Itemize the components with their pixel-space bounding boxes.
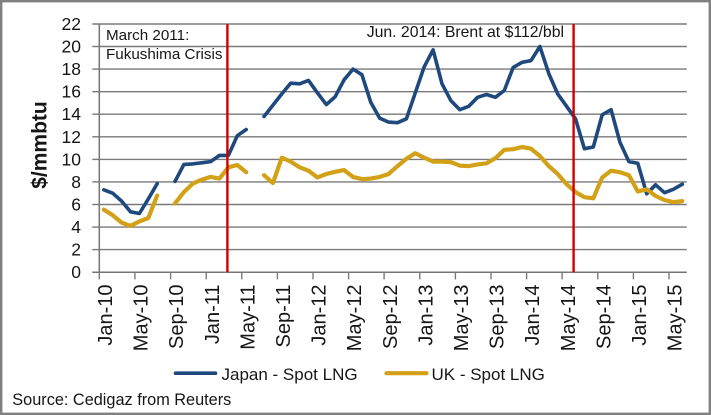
svg-text:Jan-11: Jan-11 — [202, 285, 224, 345]
svg-text:Fukushima Crisis: Fukushima Crisis — [106, 46, 223, 63]
svg-text:12: 12 — [62, 127, 81, 147]
svg-text:Jan-13: Jan-13 — [415, 285, 437, 346]
svg-text:Sep-13: Sep-13 — [487, 285, 509, 350]
svg-text:Jan-14: Jan-14 — [522, 285, 544, 346]
svg-text:May-14: May-14 — [558, 285, 580, 352]
svg-text:2: 2 — [71, 240, 81, 260]
svg-text:May-12: May-12 — [344, 285, 366, 352]
svg-text:16: 16 — [62, 82, 81, 102]
svg-text:Sep-12: Sep-12 — [380, 285, 402, 350]
svg-text:6: 6 — [71, 195, 81, 215]
svg-text:14: 14 — [62, 104, 82, 124]
svg-text:22: 22 — [62, 14, 81, 34]
svg-text:20: 20 — [62, 37, 82, 57]
svg-text:4: 4 — [71, 217, 81, 237]
svg-text:Jan-15: Jan-15 — [629, 285, 651, 346]
svg-text:March 2011:: March 2011: — [106, 27, 189, 44]
svg-text:Jan-12: Jan-12 — [309, 285, 331, 346]
svg-text:Sep-10: Sep-10 — [166, 285, 188, 350]
svg-text:Source: Cedigaz from Reuters: Source: Cedigaz from Reuters — [12, 391, 231, 409]
svg-text:May-13: May-13 — [451, 285, 473, 352]
svg-text:Sep-11: Sep-11 — [273, 285, 295, 348]
svg-text:Jun. 2014: Brent at $112/bbl: Jun. 2014: Brent at $112/bbl — [367, 24, 564, 41]
svg-text:May-15: May-15 — [665, 285, 687, 352]
svg-text:0: 0 — [71, 262, 81, 282]
svg-text:UK - Spot LNG: UK - Spot LNG — [432, 365, 545, 384]
svg-text:$/mmbtu: $/mmbtu — [29, 101, 52, 189]
svg-text:May-10: May-10 — [131, 285, 153, 352]
svg-text:8: 8 — [71, 172, 81, 192]
svg-text:Sep-14: Sep-14 — [593, 285, 615, 350]
svg-text:10: 10 — [62, 149, 82, 169]
svg-text:May-11: May-11 — [237, 285, 259, 350]
svg-text:Jan-10: Jan-10 — [95, 285, 117, 346]
svg-text:Japan - Spot LNG: Japan - Spot LNG — [222, 365, 358, 384]
svg-text:18: 18 — [62, 59, 81, 79]
